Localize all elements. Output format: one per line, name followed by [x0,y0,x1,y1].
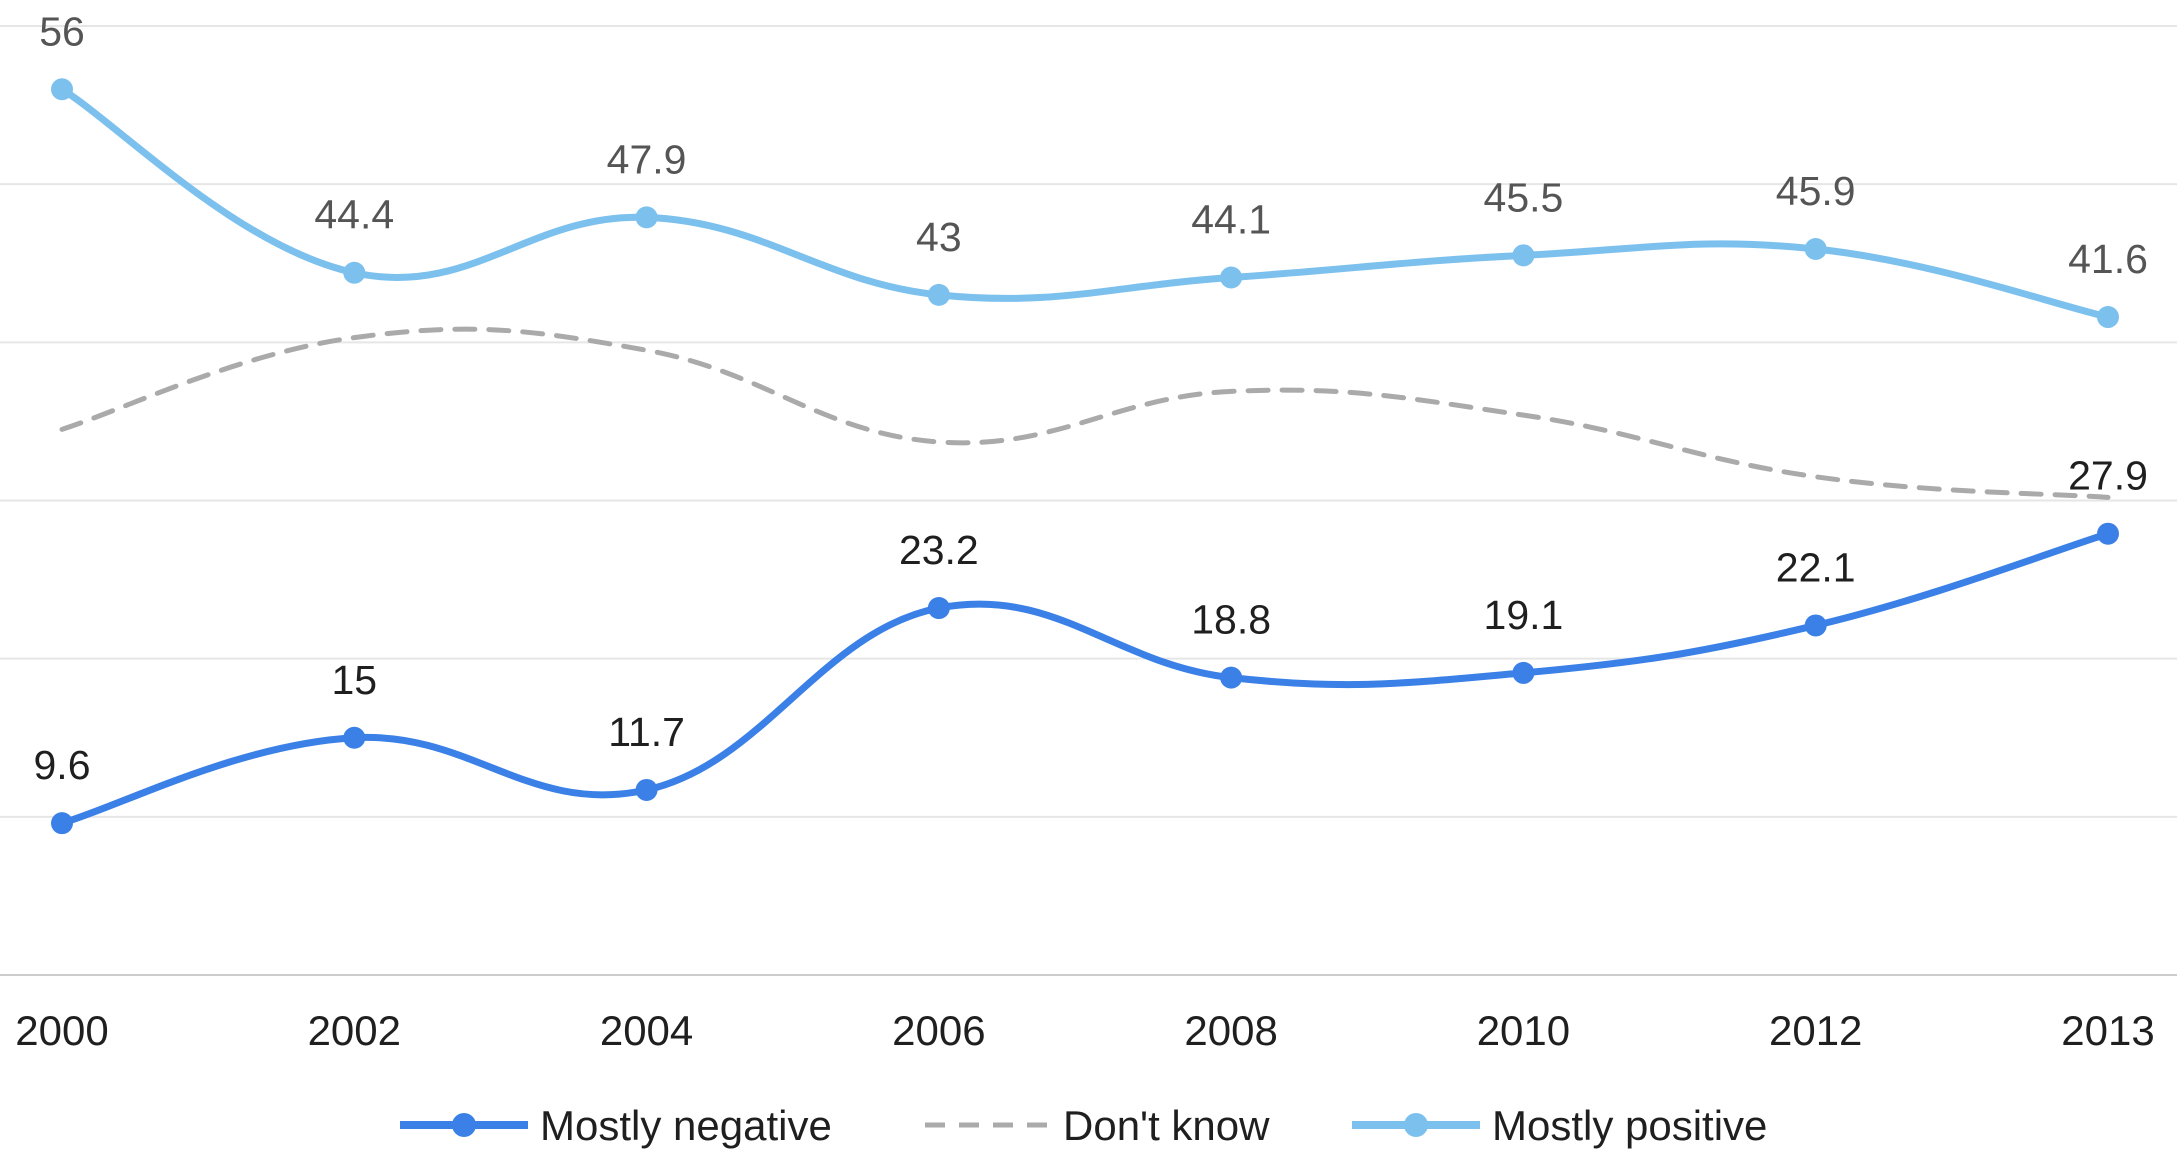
data-point-mostly-negative [1512,661,1535,684]
series-line-mostly-positive [58,85,2112,321]
legend-marker-mostly-negative [452,1113,476,1137]
data-label-mostly-positive: 44.1 [1191,196,1271,242]
data-labels: 56 44.4 47.9 43 44.1 45.5 45.9 41.6 9.6 15 11.7 23.… [34,8,2148,788]
x-tick-label: 2012 [1769,1007,1862,1054]
data-point-mostly-negative [343,726,366,749]
data-label-mostly-positive: 41.6 [2068,236,2148,282]
data-label-mostly-positive: 56 [39,8,85,54]
series-line-don-t-know [59,326,2111,500]
data-point-mostly-positive [343,261,366,284]
x-tick-label: 2006 [892,1007,985,1054]
data-point-mostly-positive [1804,238,1827,261]
data-point-mostly-positive [635,206,658,229]
data-label-mostly-negative: 15 [331,657,377,703]
data-label-mostly-positive: 47.9 [607,136,687,182]
legend-item-mostly-negative: Mostly negative [400,1102,832,1149]
x-tick-label: 2000 [15,1007,108,1054]
data-point-mostly-negative [1804,614,1827,637]
data-label-mostly-negative: 18.8 [1191,597,1271,643]
x-tick-label: 2008 [1184,1007,1277,1054]
legend-label-mostly-positive: Mostly positive [1492,1102,1767,1149]
legend-item-mostly-positive: Mostly positive [1352,1102,1767,1149]
data-label-mostly-positive: 44.4 [314,192,394,238]
data-point-mostly-negative [1220,666,1243,689]
legend-label-mostly-negative: Mostly negative [540,1102,832,1149]
legend-item-don-t-know: Don't know [925,1102,1270,1149]
series-line-mostly-negative [58,530,2112,827]
data-label-mostly-negative: 22.1 [1776,544,1856,590]
x-tick-label: 2010 [1477,1007,1570,1054]
data-label-mostly-negative: 11.7 [608,709,685,755]
data-label-mostly-positive: 45.9 [1776,168,1856,214]
legend: Mostly negative Don't know Mostly positive [400,1102,1767,1149]
x-tick-label: 2013 [2061,1007,2154,1054]
data-point-mostly-positive [927,283,950,306]
data-point-mostly-positive [1220,266,1243,289]
data-label-mostly-positive: 45.5 [1484,174,1564,220]
legend-label-don-t-know: Don't know [1063,1102,1270,1149]
data-label-mostly-negative: 23.2 [899,527,979,573]
x-tick-label: 2002 [308,1007,401,1054]
data-label-mostly-positive: 43 [916,214,962,260]
data-point-mostly-negative [635,778,658,801]
data-point-mostly-negative [51,812,73,835]
x-axis: 2000 2002 2004 2006 2008 2010 2012 2013 [15,1007,2154,1054]
data-label-mostly-negative: 9.6 [34,742,91,788]
x-tick-label: 2004 [600,1007,693,1054]
data-label-mostly-negative: 19.1 [1484,592,1564,638]
series-lines [51,78,2119,835]
grid [0,25,2177,976]
data-point-mostly-negative [927,597,950,620]
data-label-mostly-negative: 27.9 [2068,453,2148,499]
data-point-mostly-negative [2097,522,2119,545]
data-point-mostly-positive [51,78,73,101]
data-point-mostly-positive [2097,306,2119,329]
data-point-mostly-positive [1512,244,1535,267]
legend-marker-mostly-positive [1404,1113,1428,1137]
